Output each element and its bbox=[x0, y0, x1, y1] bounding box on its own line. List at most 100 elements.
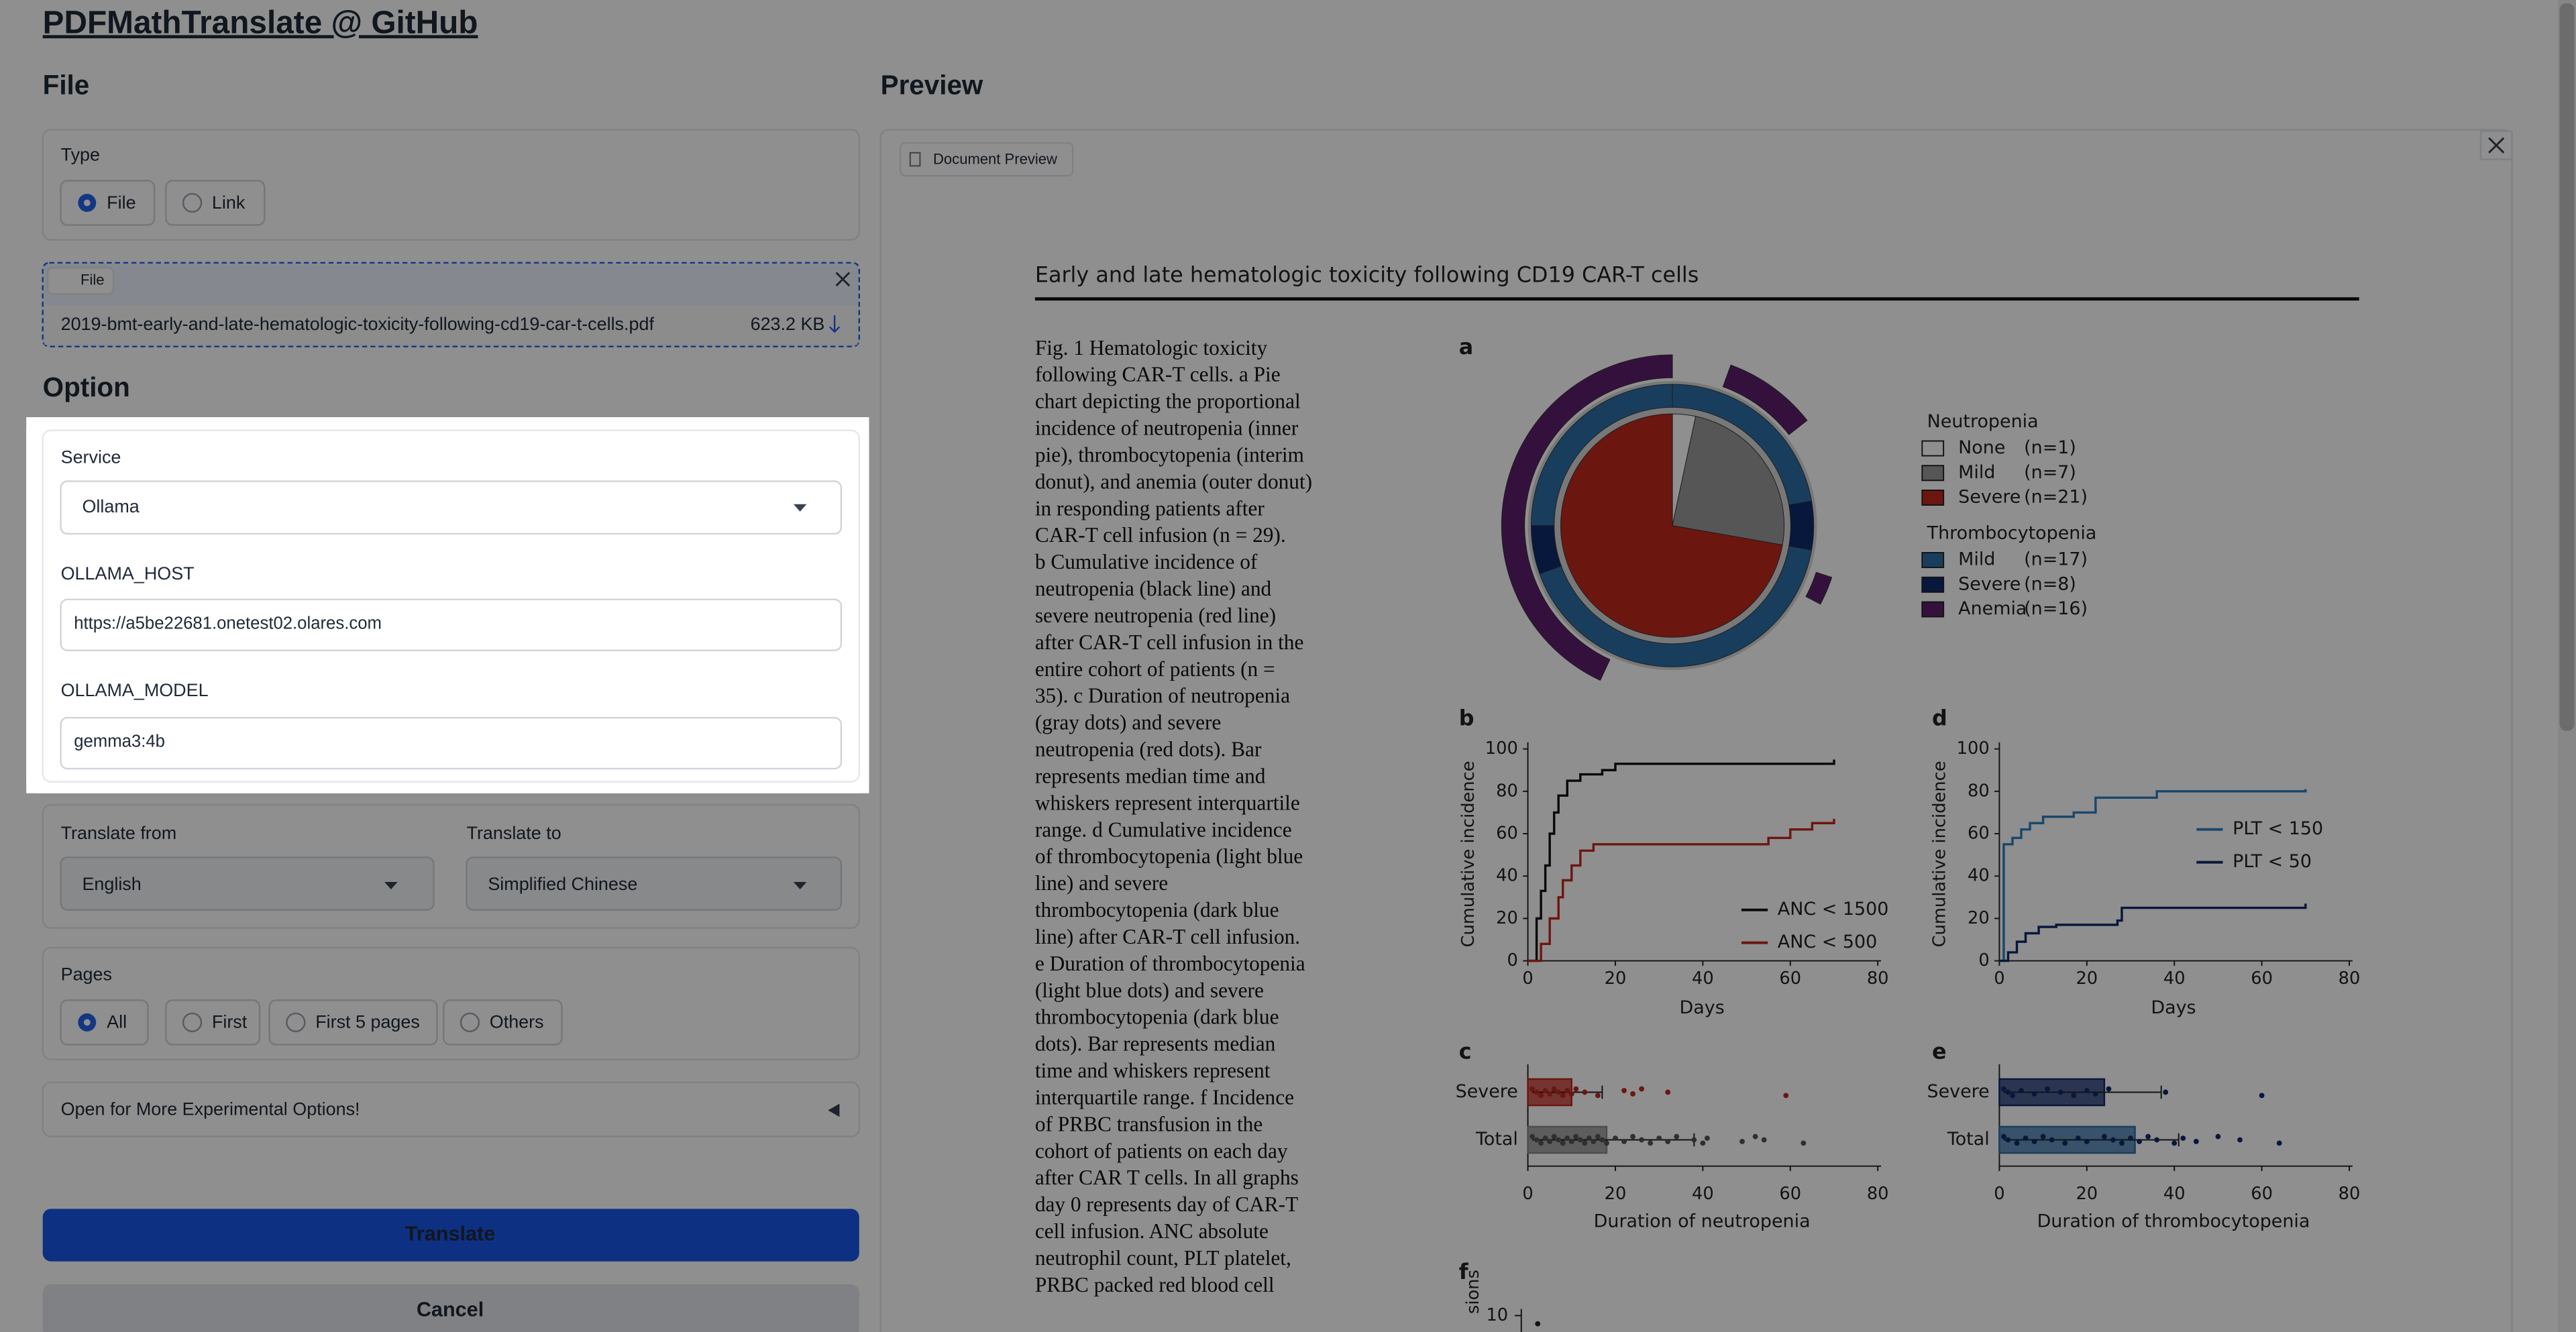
file-tab bbox=[46, 266, 115, 295]
x-tick-label: 80 bbox=[2339, 968, 2361, 989]
remove-file[interactable] bbox=[835, 272, 851, 287]
caption-line: thrombocytopenia (dark blue bbox=[1035, 1005, 1279, 1029]
service-select[interactable] bbox=[60, 480, 843, 535]
dot bbox=[1564, 1135, 1570, 1141]
dot bbox=[1801, 1140, 1807, 1146]
x-tick-label: 20 bbox=[2076, 1184, 2098, 1204]
dot bbox=[1551, 1086, 1557, 1092]
radio-dot bbox=[83, 1019, 91, 1026]
label: Pages bbox=[61, 964, 112, 985]
dropdown-caret bbox=[384, 882, 398, 890]
dot bbox=[1556, 1137, 1562, 1143]
donut-segment bbox=[1530, 384, 1673, 526]
y-tick-label: 60 bbox=[1968, 824, 1990, 844]
dot bbox=[1573, 1133, 1579, 1140]
legend-swatch bbox=[1921, 489, 1945, 506]
whisker bbox=[2003, 1085, 2180, 1147]
radio-label: File bbox=[107, 192, 136, 213]
host-input[interactable] bbox=[60, 598, 843, 651]
dot bbox=[2005, 1089, 2011, 1095]
caption-line: whiskers represent interquartile bbox=[1035, 791, 1300, 814]
km-curve bbox=[1527, 759, 1835, 962]
dot bbox=[2001, 1086, 2006, 1092]
tab-box bbox=[899, 142, 1074, 177]
dot bbox=[1586, 1135, 1592, 1141]
legend-label: PLT < 150 bbox=[2233, 818, 2323, 839]
github-link[interactable]: PDFMathTranslate @ GitHub bbox=[43, 5, 478, 40]
dot bbox=[1639, 1137, 1644, 1143]
caption-line: interquartile range. f Incidence bbox=[1035, 1085, 1294, 1109]
dot bbox=[2031, 1139, 2037, 1144]
legend-count: (n=7) bbox=[2024, 462, 2076, 483]
caption-line: represents median time and bbox=[1035, 764, 1266, 787]
caption-line: after CAR T cells. In all graphs bbox=[1035, 1166, 1299, 1189]
y-tick-label: 0 bbox=[1507, 950, 1517, 970]
radio-option[interactable]: First 5 pages bbox=[268, 999, 438, 1046]
category-label: Severe bbox=[1456, 1081, 1518, 1102]
label: OLLAMA_MODEL bbox=[61, 680, 209, 700]
panel-letter: e bbox=[1932, 1039, 1947, 1064]
radio-option[interactable]: All bbox=[60, 999, 149, 1046]
legend-label: Severe bbox=[1958, 573, 2021, 594]
dropdown-caret bbox=[793, 504, 807, 512]
x-tick-label: 20 bbox=[1605, 968, 1627, 989]
caption-line: chart depicting the proportional bbox=[1035, 390, 1301, 413]
translate-button[interactable]: Translate bbox=[42, 1209, 859, 1262]
legend-heading: Thrombocytopenia bbox=[1927, 522, 2097, 543]
cancel-button[interactable]: Cancel bbox=[42, 1284, 859, 1332]
tab-label: Document Preview bbox=[933, 151, 1057, 168]
y-tick-label: 20 bbox=[1496, 908, 1518, 928]
to-select[interactable] bbox=[466, 856, 843, 911]
caption-line: line) after CAR-T cell infusion. bbox=[1035, 925, 1300, 948]
dot bbox=[1582, 1140, 1588, 1146]
dot bbox=[2045, 1086, 2051, 1092]
dot bbox=[1542, 1088, 1548, 1093]
section-heading: Option bbox=[43, 372, 130, 402]
km-curve bbox=[1527, 818, 1835, 962]
button-bg bbox=[42, 1284, 859, 1332]
legend-count: (n=21) bbox=[2024, 486, 2088, 507]
x-tick-label: 80 bbox=[1867, 968, 1889, 989]
download-icon[interactable] bbox=[828, 315, 841, 333]
dot bbox=[1656, 1135, 1662, 1141]
outer-segment bbox=[1805, 571, 1833, 605]
y-tick-label: 80 bbox=[1968, 781, 1990, 801]
dot bbox=[2005, 1137, 2011, 1143]
dot bbox=[2180, 1135, 2186, 1141]
caption-line: in responding patients after bbox=[1035, 496, 1265, 520]
scrollbar-thumb[interactable] bbox=[2559, 3, 2575, 731]
legend-label: ANC < 1500 bbox=[1778, 899, 1889, 920]
dot bbox=[2215, 1133, 2221, 1140]
x-tick-label: 40 bbox=[1692, 1184, 1714, 1204]
radio-empty bbox=[182, 1012, 203, 1033]
radio-box bbox=[60, 180, 156, 226]
radio-option[interactable]: First bbox=[165, 999, 261, 1046]
panel-letter: c bbox=[1459, 1039, 1472, 1064]
x-tick-label: 40 bbox=[2163, 968, 2186, 989]
dot bbox=[2163, 1089, 2169, 1095]
dot bbox=[1560, 1093, 1566, 1099]
x-axis-label: Days bbox=[2151, 997, 2196, 1018]
document-title: Early and late hematologic toxicity foll… bbox=[1035, 262, 1699, 287]
radio-box bbox=[165, 999, 261, 1046]
dot bbox=[1783, 1093, 1789, 1099]
dot bbox=[2137, 1139, 2142, 1144]
preview-tab[interactable]: Document Preview bbox=[899, 142, 1074, 177]
caption-line: after CAR-T cell infusion in the bbox=[1035, 630, 1304, 654]
radio-option[interactable]: File bbox=[60, 180, 156, 226]
from-select[interactable] bbox=[60, 856, 435, 911]
radio-option[interactable]: Others bbox=[443, 999, 563, 1046]
dot bbox=[1547, 1139, 1553, 1144]
dot bbox=[2057, 1089, 2063, 1095]
x-tick-label: 20 bbox=[1605, 1184, 1627, 1204]
model-input[interactable] bbox=[60, 716, 843, 770]
close-icon bbox=[2488, 137, 2505, 154]
dot bbox=[1613, 1135, 1618, 1141]
experimental-accordion[interactable]: Open for More Experimental Options! bbox=[42, 1081, 861, 1137]
x-tick-label: 40 bbox=[1692, 968, 1714, 989]
dot bbox=[1535, 1321, 1541, 1327]
radio-box bbox=[268, 999, 438, 1046]
dot bbox=[2119, 1140, 2125, 1146]
radio-option[interactable]: Link bbox=[165, 180, 266, 226]
dot bbox=[1595, 1093, 1601, 1099]
